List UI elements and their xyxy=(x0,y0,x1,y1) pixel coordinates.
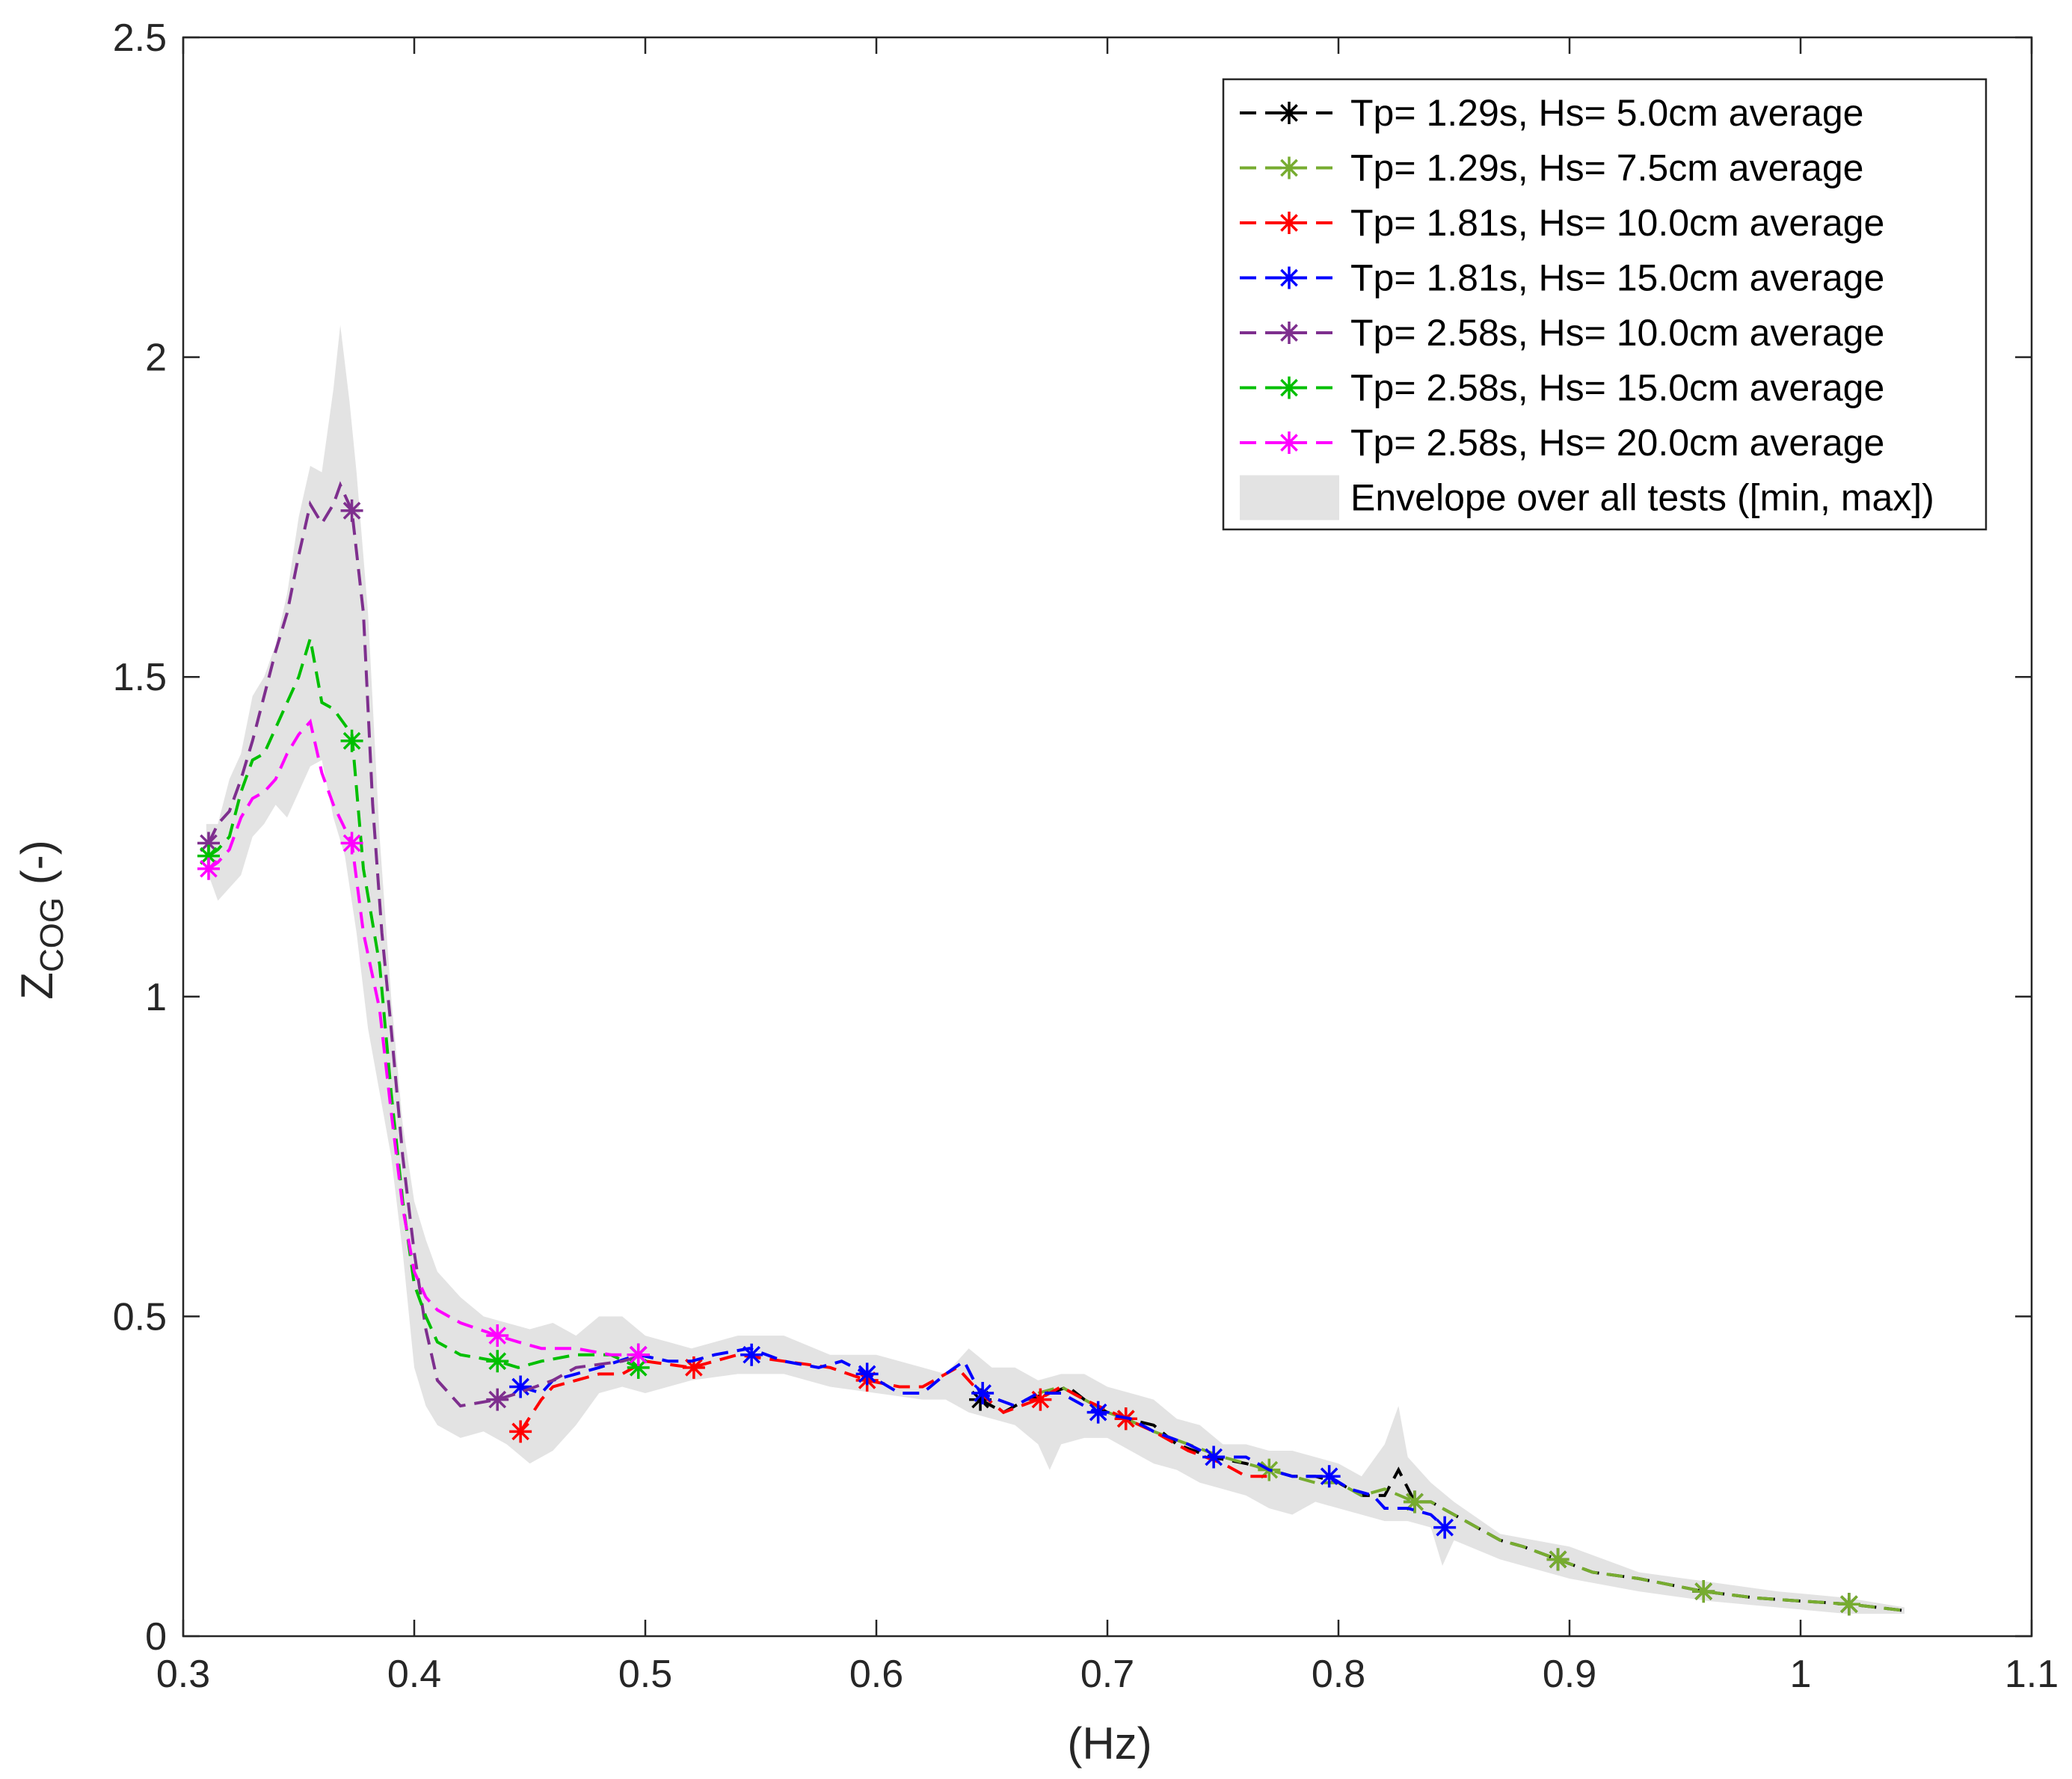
y-axis-label-suffix: (-) xyxy=(12,840,62,897)
series-7-line xyxy=(207,718,639,1356)
series-4-marker-8 xyxy=(1318,1465,1341,1488)
ticks: 0.3 0.4 0.5 0.6 0.7 0.8 0.9 1 1.1 0 0.5 1 1.5 2 2.5 xyxy=(113,16,2059,1696)
legend: Tp= 1.29s, Hs= 5.0cm average Tp= 1.29s, H… xyxy=(1222,78,1988,531)
series-4-marker-7 xyxy=(1202,1445,1226,1469)
legend-label-envelope: Envelope over all tests ([min, max]) xyxy=(1350,477,1934,519)
x-tick-label-4: 0.6 xyxy=(849,1653,903,1696)
x-axis-label: (Hz) xyxy=(1067,1718,1152,1769)
series-6-line xyxy=(207,638,639,1369)
series-3-marker-1 xyxy=(509,1420,532,1443)
series-7-marker-2 xyxy=(340,832,363,855)
series-4-marker-9 xyxy=(1433,1516,1457,1539)
series-7-marker-4 xyxy=(627,1343,650,1366)
y-axis-label-subscript: COG xyxy=(34,897,70,972)
legend-box xyxy=(1222,78,1988,531)
x-tick-label-2: 0.4 xyxy=(387,1653,441,1696)
series-4-marker-5 xyxy=(971,1382,995,1405)
x-tick-label-9: 1.1 xyxy=(2005,1653,2059,1696)
legend-label-5: Tp= 2.58s, Hs= 10.0cm average xyxy=(1350,312,1884,354)
legend-marker-3 xyxy=(1278,212,1300,234)
series-6-marker-2 xyxy=(340,729,363,752)
legend-label-7: Tp= 2.58s, Hs= 20.0cm average xyxy=(1350,422,1884,464)
legend-label-4: Tp= 1.81s, Hs= 15.0cm average xyxy=(1350,257,1884,299)
series-4-marker-3 xyxy=(740,1343,763,1366)
series-4-marker-6 xyxy=(1086,1401,1110,1424)
legend-marker-1 xyxy=(1278,102,1300,124)
y-tick-label-4: 1.5 xyxy=(113,656,167,699)
series-4-marker-1 xyxy=(509,1375,532,1398)
series-2-marker-6 xyxy=(1837,1593,1860,1616)
series-2-marker-5 xyxy=(1692,1580,1715,1603)
series-5-marker-3 xyxy=(486,1388,509,1411)
legend-marker-2 xyxy=(1278,156,1300,179)
series-7-marker-1 xyxy=(197,857,220,880)
series-2-marker-4 xyxy=(1546,1548,1570,1571)
series-4-marker-4 xyxy=(855,1362,879,1386)
y-tick-label-5: 2 xyxy=(145,337,167,380)
series-3-marker-2 xyxy=(682,1356,705,1379)
y-tick-label-1: 0 xyxy=(145,1615,167,1659)
x-tick-label-8: 1 xyxy=(1790,1653,1812,1696)
x-tick-label-6: 0.8 xyxy=(1312,1653,1365,1696)
series-1-marker-1 xyxy=(969,1388,992,1411)
series-4-line xyxy=(520,1347,1446,1529)
y-tick-label-2: 0.5 xyxy=(113,1295,167,1339)
x-tick-label-5: 0.7 xyxy=(1080,1653,1134,1696)
legend-label-6: Tp= 2.58s, Hs= 15.0cm average xyxy=(1350,367,1884,409)
y-axis-label-main: Z xyxy=(12,972,62,1000)
series-5-line xyxy=(207,481,646,1408)
legend-label-1: Tp= 1.29s, Hs= 5.0cm average xyxy=(1350,92,1863,134)
series-6-marker-3 xyxy=(486,1350,509,1373)
series-3-marker-4 xyxy=(1029,1388,1052,1411)
legend-marker-6 xyxy=(1278,376,1300,399)
plot-area xyxy=(197,325,1905,1616)
series-7-marker-3 xyxy=(486,1324,509,1348)
series-6-marker-4 xyxy=(627,1356,650,1379)
legend-marker-7 xyxy=(1278,431,1300,454)
x-tick-label-3: 0.5 xyxy=(618,1653,672,1696)
x-tick-label-1: 0.3 xyxy=(156,1653,210,1696)
y-tick-label-6: 2.5 xyxy=(113,16,167,60)
series-6-marker-1 xyxy=(197,844,220,867)
y-tick-label-3: 1 xyxy=(145,976,167,1019)
legend-marker-5 xyxy=(1278,322,1300,344)
y-axis-label: ZCOG (-) xyxy=(12,840,70,1000)
series-2-marker-3 xyxy=(1403,1490,1426,1514)
series-5-marker-1 xyxy=(197,832,220,855)
x-tick-label-7: 0.9 xyxy=(1543,1653,1596,1696)
legend-marker-4 xyxy=(1278,266,1300,289)
series-5-marker-2 xyxy=(340,499,363,522)
legend-label-3: Tp= 1.81s, Hs= 10.0cm average xyxy=(1350,202,1884,244)
legend-envelope-swatch xyxy=(1240,475,1339,520)
legend-label-2: Tp= 1.29s, Hs= 7.5cm average xyxy=(1350,147,1863,189)
